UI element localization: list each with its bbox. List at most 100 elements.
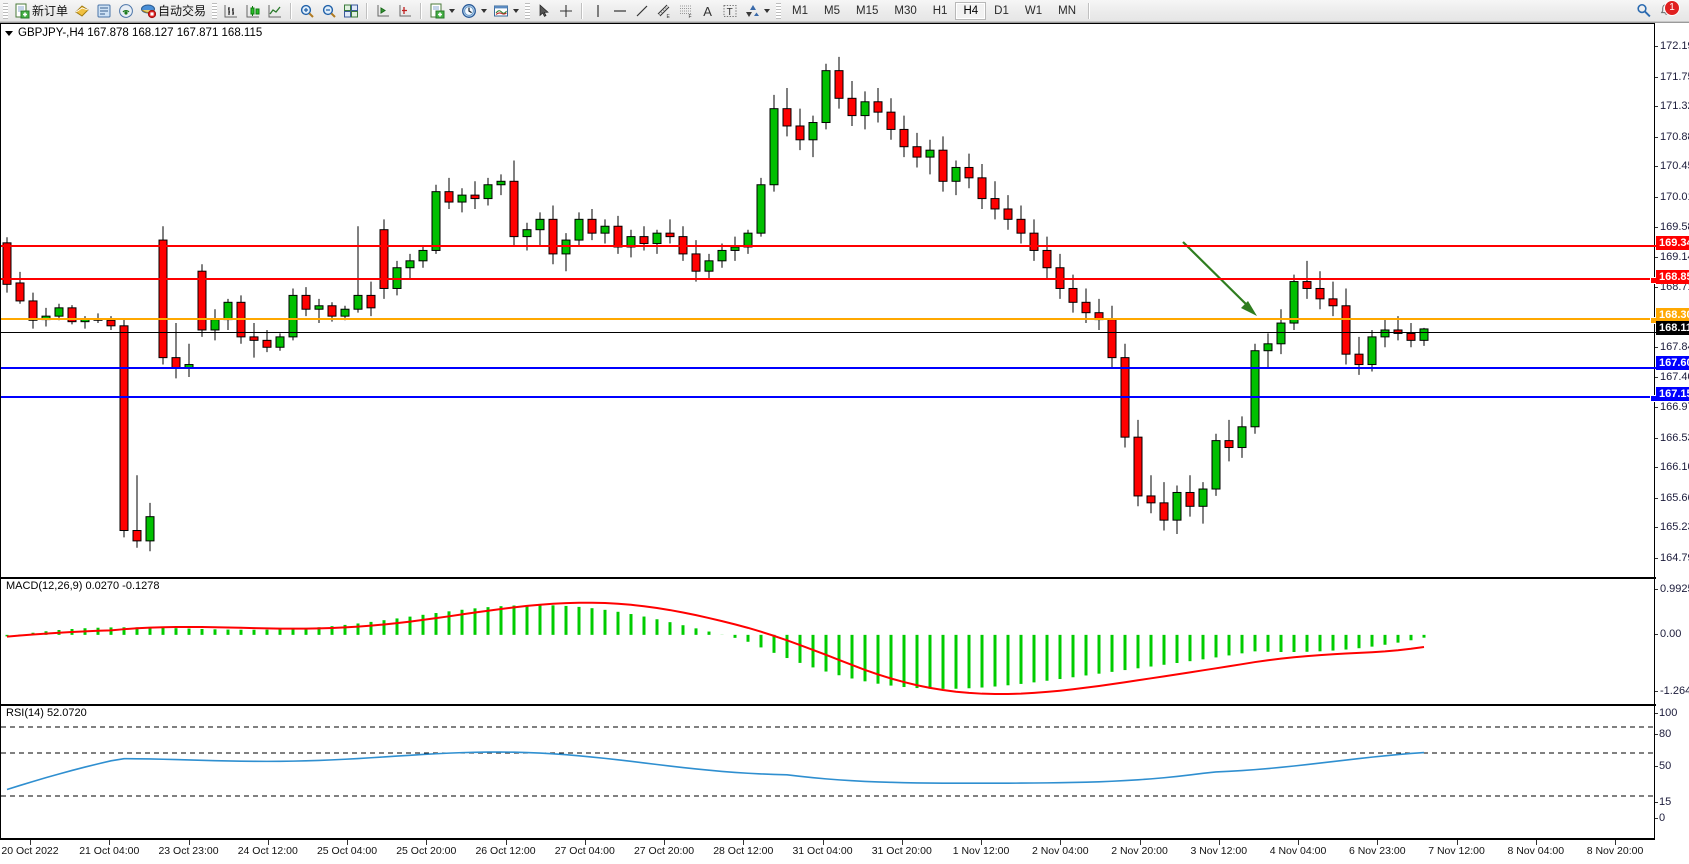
candle-body <box>301 294 311 310</box>
new-chart-button[interactable] <box>426 1 448 21</box>
price-level-label-167156[interactable]: 167.156 <box>1656 387 1689 402</box>
chart-plot-area[interactable]: GBPJPY-,H4 167.878 168.127 167.871 168.1… <box>0 23 1657 839</box>
templates-button[interactable] <box>490 1 512 21</box>
arrows-dropdown-icon[interactable] <box>764 8 771 13</box>
level-line-167608[interactable] <box>1 367 1656 369</box>
candle-body <box>158 239 168 359</box>
zoom-out-button[interactable] <box>318 1 340 21</box>
timeframe-mn[interactable]: MN <box>1058 4 1076 17</box>
macd-tick: -1.2645 <box>1655 685 1689 697</box>
trend-arrow-annotation[interactable] <box>1182 241 1257 316</box>
toolbar-separator-1 <box>290 2 293 19</box>
equidistant-channel-button[interactable]: E <box>653 1 675 21</box>
candle-body <box>509 180 519 238</box>
candle-body <box>704 260 714 272</box>
price-tick: 172.190 <box>1655 40 1689 52</box>
price-level-label-168115[interactable]: 168.115 <box>1656 320 1689 335</box>
period-button[interactable] <box>458 1 480 21</box>
signals-icon <box>119 3 133 18</box>
timeframe-m5[interactable]: M5 <box>824 4 840 17</box>
search-button[interactable] <box>1632 1 1655 21</box>
shift-end-button[interactable] <box>372 1 394 21</box>
rsi-tick: 100 <box>1655 707 1677 719</box>
candle-body <box>730 246 740 251</box>
tile-windows-button[interactable] <box>340 1 362 21</box>
candle-body <box>873 101 883 113</box>
signals-button[interactable] <box>115 1 137 21</box>
toolbar-grip-3[interactable] <box>525 2 531 19</box>
candle-body <box>1029 232 1039 251</box>
timeframe-m1[interactable]: M1 <box>792 4 809 17</box>
vertical-line-button[interactable] <box>587 1 609 21</box>
time-axis[interactable]: 20 Oct 2022 21 Oct 04:00 23 Oct 23:00 24 Oc… <box>0 839 1655 864</box>
price-axis[interactable]: 172.190 171.750 171.320 170.880 170.450 170.0… <box>1655 23 1689 839</box>
line-chart-button[interactable] <box>264 1 286 21</box>
notification-button[interactable]: 1 <box>1655 0 1683 21</box>
data-window-button[interactable] <box>93 1 115 21</box>
new-order-button[interactable]: 新订单 <box>11 1 71 21</box>
candle-body <box>15 282 25 302</box>
templates-dropdown-icon[interactable] <box>513 8 520 13</box>
price-level-label-167608[interactable]: 167.608 <box>1656 355 1689 370</box>
level-line-167156[interactable] <box>1 395 1657 402</box>
candle-body <box>132 530 142 542</box>
price-tick: 167.400 <box>1655 371 1689 383</box>
candle-body <box>379 229 389 289</box>
text-label-icon: T <box>723 4 737 18</box>
toolbar-grip-2[interactable] <box>212 2 218 19</box>
timeframe-m30[interactable]: M30 <box>894 4 917 17</box>
time-tick <box>109 840 111 845</box>
candle-body <box>1081 301 1091 314</box>
period-dropdown-icon[interactable] <box>481 8 488 13</box>
text-label-button[interactable]: T <box>719 1 741 21</box>
crosshair-button[interactable] <box>555 1 577 21</box>
chart-window[interactable]: GBPJPY-,H4 167.878 168.127 167.871 168.1… <box>0 22 1689 864</box>
candle-body <box>2 242 12 285</box>
new-chart-dropdown-icon[interactable] <box>449 8 456 13</box>
timeframe-w1[interactable]: W1 <box>1024 4 1043 17</box>
candle-body <box>223 301 233 321</box>
bar-chart-button[interactable] <box>220 1 242 21</box>
price-level-label-168301[interactable]: 168.301 <box>1656 308 1689 323</box>
price-level-label-168854[interactable]: 168.854 <box>1656 269 1689 284</box>
fibonacci-button[interactable]: F <box>675 1 697 21</box>
price-level-label-169348[interactable]: 169.348 <box>1656 235 1689 250</box>
arrows-button[interactable] <box>741 1 763 21</box>
level-line-168854[interactable] <box>1 277 1657 284</box>
candlestick-chart-icon <box>246 4 260 17</box>
auto-trading-button[interactable]: 自动交易 <box>137 1 209 21</box>
zoom-in-button[interactable] <box>296 1 318 21</box>
level-line-168301[interactable] <box>1 317 1657 324</box>
candle-body <box>1185 491 1195 507</box>
metaeditor-button[interactable] <box>71 1 93 21</box>
candle-body <box>197 270 207 331</box>
rsi-indicator <box>1 726 1654 797</box>
horizontal-line-button[interactable] <box>609 1 631 21</box>
text-button[interactable]: A <box>697 1 719 21</box>
timeframe-h4[interactable]: H4 <box>955 1 987 20</box>
candle-body <box>860 101 870 117</box>
candle-body <box>1354 353 1364 366</box>
timeframe-m15[interactable]: M15 <box>856 4 879 17</box>
chart-collapse-icon[interactable] <box>5 30 13 36</box>
timeframe-h1[interactable]: H1 <box>932 4 948 17</box>
candlestick-series <box>2 56 1429 552</box>
cursor-button[interactable] <box>533 1 555 21</box>
time-tick <box>267 840 269 845</box>
candlestick-chart-button[interactable] <box>242 1 264 21</box>
auto-scroll-button[interactable] <box>394 1 416 21</box>
arrows-icon <box>746 4 760 17</box>
price-tick: 166.530 <box>1655 432 1689 444</box>
level-line-169348[interactable] <box>1 245 1656 247</box>
toolbar-grip[interactable] <box>3 2 8 19</box>
candle-body <box>600 225 610 234</box>
timeframe-d1[interactable]: D1 <box>994 4 1009 17</box>
toolbar-grip-4[interactable] <box>776 2 782 19</box>
trendline-button[interactable] <box>631 1 653 21</box>
time-label: 3 Nov 12:00 <box>1190 845 1248 857</box>
candle-body <box>847 97 857 117</box>
candle-body <box>28 300 38 321</box>
candle-body <box>938 149 948 182</box>
time-label: 4 Nov 04:00 <box>1269 845 1327 857</box>
candle-body <box>899 128 909 148</box>
